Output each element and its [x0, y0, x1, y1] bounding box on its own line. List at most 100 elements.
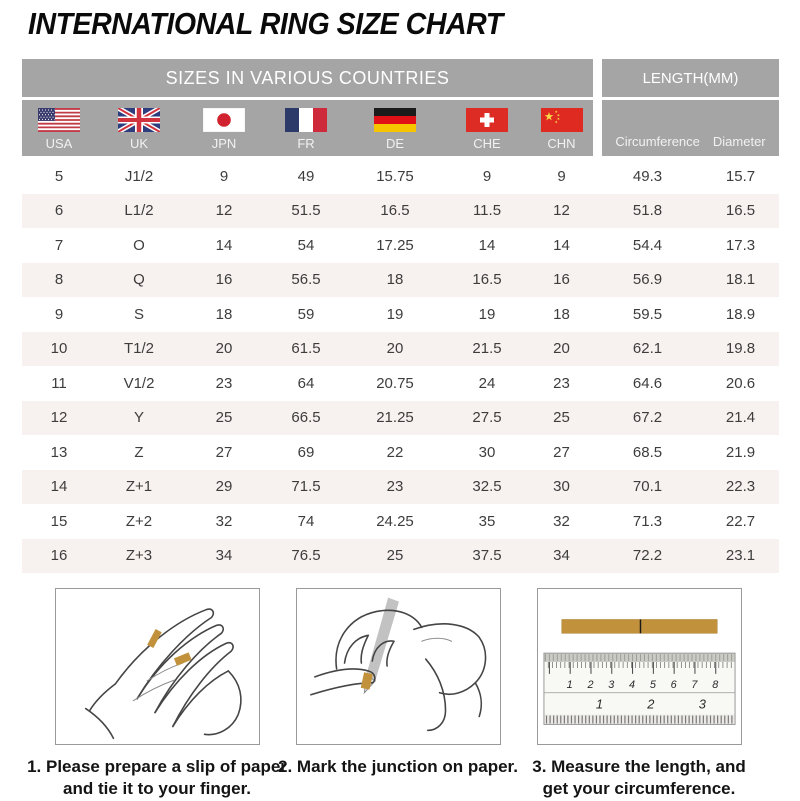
- column-header-jpn: JPN: [182, 100, 266, 156]
- table-cell: 32.5: [472, 478, 502, 496]
- table-cell: 29: [215, 478, 233, 496]
- table-row: 13 Z 27 69 22 30 27 68.5 21.9: [22, 435, 779, 470]
- table-cell: 14: [478, 236, 496, 254]
- illustration-tie-paper: [54, 588, 260, 745]
- table-cell: 12: [553, 202, 570, 220]
- table-row: 11 V1/2 23 64 20.75 24 23 64.6 20.6: [22, 366, 779, 401]
- table-cell: 16.5: [472, 271, 502, 289]
- table-cell: 23: [215, 374, 233, 392]
- hand-with-paper-strip-illustration: [84, 608, 242, 740]
- table-cell: 59.5: [632, 305, 663, 323]
- table-cell: 15.75: [376, 167, 414, 185]
- ruler-cm-label: 8: [712, 679, 718, 691]
- header-section-divider: [593, 59, 602, 97]
- table-cell: 68.5: [632, 443, 663, 461]
- table-cell: 66.5: [291, 409, 321, 427]
- table-group-header-row: SIZES IN VARIOUS COUNTRIES LENGTH(MM): [22, 59, 779, 97]
- table-cell: 27.5: [472, 409, 502, 427]
- column-label-de: DE: [385, 136, 405, 151]
- instruction-step-1: 1. Please prepare a slip of paper and ti…: [27, 588, 287, 801]
- table-cell: 56.9: [632, 271, 663, 289]
- instruction-caption-3: 3. Measure the length, and get your circ…: [532, 756, 746, 801]
- table-cell: 15.7: [725, 167, 756, 185]
- column-label-fr: FR: [297, 136, 315, 151]
- table-cell: 12: [50, 409, 68, 427]
- table-cell: 67.2: [632, 409, 663, 427]
- table-cell: 51.8: [632, 202, 663, 220]
- table-cell: 18.1: [725, 271, 756, 289]
- table-cell: 13: [50, 443, 68, 461]
- table-cell: 62.1: [632, 340, 663, 358]
- table-cell: 59: [297, 305, 315, 323]
- germany-flag-icon: [374, 108, 416, 132]
- table-cell: 21.5: [472, 340, 502, 358]
- table-cell: 24.25: [376, 512, 414, 530]
- table-cell: 35: [478, 512, 496, 530]
- table-row: 9 S 18 59 19 19 18 59.5 18.9: [22, 297, 779, 332]
- table-cell: 6: [54, 202, 64, 220]
- hand-marking-paper-illustration: [309, 597, 486, 732]
- table-cell: T1/2: [123, 340, 154, 358]
- table-cell: 9: [54, 305, 64, 323]
- table-cell: 8: [54, 271, 64, 289]
- table-cell: 32: [215, 512, 233, 530]
- table-cell: 71.3: [632, 512, 663, 530]
- table-cell: 22.7: [725, 512, 756, 530]
- column-label-che: CHE: [473, 136, 501, 151]
- table-cell: 72.2: [632, 547, 663, 565]
- ruler-cm-label: 6: [670, 679, 677, 691]
- flags-section: USA UK JPN: [22, 100, 593, 156]
- table-cell: J1/2: [124, 167, 154, 185]
- illustration-measure-length: 1 2 3 4 5 6 7 8 1 2 3: [536, 588, 742, 745]
- table-cell: 17.3: [725, 236, 756, 254]
- table-cell: 49: [297, 167, 315, 185]
- table-cell: 23.1: [725, 547, 756, 565]
- table-cell: 25: [386, 547, 404, 565]
- instruction-caption-1: 1. Please prepare a slip of paper and ti…: [27, 756, 287, 801]
- table-cell: 23: [386, 478, 404, 496]
- column-header-chn: CHN: [530, 100, 593, 156]
- table-cell: 9: [482, 167, 492, 185]
- table-cell: 11: [51, 374, 67, 392]
- column-header-che: CHE: [444, 100, 530, 156]
- page-title: INTERNATIONAL RING SIZE CHART: [28, 6, 503, 41]
- table-cell: 16: [553, 271, 570, 289]
- table-cell: 20.75: [376, 374, 414, 392]
- instruction-step-3: 1 2 3 4 5 6 7 8 1 2 3: [530, 588, 748, 801]
- instruction-step-2: 2. Mark the junction on paper.: [278, 588, 518, 801]
- japan-flag-icon: [203, 108, 245, 132]
- table-cell: Q: [133, 271, 145, 289]
- table-cell: 54: [297, 236, 315, 254]
- table-cell: 27: [215, 443, 233, 461]
- table-cell: 22.3: [725, 478, 756, 496]
- caption-line: 1. Please prepare a slip of paper: [27, 757, 287, 776]
- table-cell: 71.5: [291, 478, 321, 496]
- table-cell: 64.6: [632, 374, 663, 392]
- table-cell: 69: [297, 443, 315, 461]
- table-cell: 19.8: [725, 340, 756, 358]
- table-cell: 16.5: [725, 202, 756, 220]
- table-cell: 37.5: [472, 547, 502, 565]
- china-flag-icon: [540, 108, 583, 132]
- table-row: 12 Y 25 66.5 21.25 27.5 25 67.2 21.4: [22, 400, 779, 435]
- table-cell: 54.4: [632, 236, 663, 254]
- table-cell: 30: [478, 443, 496, 461]
- instruction-caption-2: 2. Mark the junction on paper.: [278, 756, 518, 778]
- table-cell: 24: [478, 374, 496, 392]
- table-body: 5 J1/2 9 49 15.75 9 9 49.3 15.7 6 L1/2 12 51.5 16.5 11…: [22, 159, 779, 573]
- column-label-diameter: Diameter: [712, 134, 766, 149]
- table-cell: 21.25: [376, 409, 414, 427]
- table-cell: Z: [134, 443, 144, 461]
- table-cell: 14: [215, 236, 233, 254]
- table-cell: 7: [54, 236, 64, 254]
- table-column-header-row: USA UK JPN: [22, 100, 779, 156]
- table-cell: Z+1: [125, 478, 153, 496]
- table-cell: V1/2: [123, 374, 155, 392]
- usa-flag-icon: [38, 108, 80, 132]
- table-cell: 21.4: [725, 409, 756, 427]
- table-cell: L1/2: [124, 202, 154, 220]
- header-section-divider: [593, 100, 602, 156]
- column-header-usa: USA: [22, 100, 96, 156]
- column-header-uk: UK: [96, 100, 182, 156]
- table-cell: 22: [386, 443, 404, 461]
